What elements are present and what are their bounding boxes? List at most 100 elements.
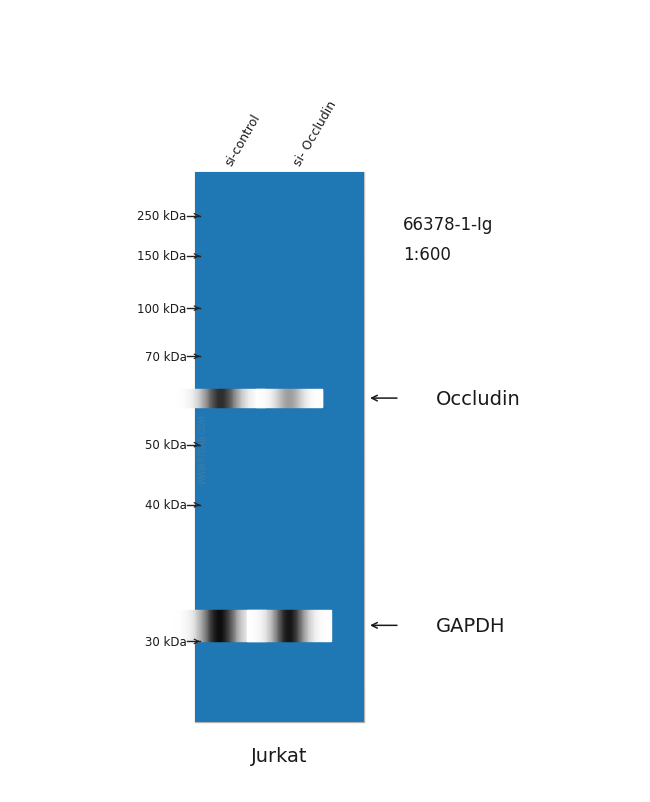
Bar (226, 610, 227, 641)
Bar (188, 390, 189, 407)
Bar (195, 652, 364, 654)
Bar (195, 297, 364, 299)
Bar (316, 610, 317, 641)
Bar (270, 610, 271, 641)
Bar (284, 390, 285, 407)
Bar (195, 616, 364, 618)
Bar (195, 498, 364, 500)
Bar (195, 355, 364, 358)
Bar (195, 449, 364, 451)
Bar (203, 610, 204, 641)
Bar (195, 257, 364, 258)
Bar (195, 595, 364, 597)
Bar (307, 390, 308, 407)
Bar (271, 610, 272, 641)
Bar (200, 610, 201, 641)
Bar (192, 390, 194, 407)
Bar (281, 610, 283, 641)
Bar (195, 299, 364, 301)
Bar (203, 390, 204, 407)
Bar (195, 342, 364, 345)
Bar (264, 610, 265, 641)
Bar (195, 381, 364, 383)
Bar (263, 390, 264, 407)
Bar (195, 682, 364, 683)
Bar (195, 278, 364, 281)
Bar (251, 390, 252, 407)
Bar (239, 610, 240, 641)
Bar (195, 662, 364, 663)
Bar (293, 390, 294, 407)
Bar (195, 229, 364, 231)
Bar (195, 416, 364, 418)
Bar (195, 388, 364, 391)
Bar (190, 390, 191, 407)
Bar (249, 610, 250, 641)
Bar (198, 610, 200, 641)
Bar (250, 390, 251, 407)
Bar (261, 610, 263, 641)
Bar (195, 374, 364, 375)
Bar (220, 610, 222, 641)
Bar (195, 224, 364, 225)
Bar (218, 390, 219, 407)
Bar (195, 698, 364, 700)
Bar (195, 472, 364, 475)
Bar (266, 390, 267, 407)
Bar (286, 610, 287, 641)
Bar (195, 456, 364, 458)
Bar (195, 582, 364, 585)
Bar (195, 277, 364, 278)
Bar (195, 414, 364, 416)
Bar (195, 603, 364, 605)
Bar (216, 610, 217, 641)
Bar (195, 282, 364, 284)
Bar (195, 511, 364, 513)
Bar (214, 390, 216, 407)
Bar (195, 565, 364, 566)
Text: 66378-1-Ig: 66378-1-Ig (403, 216, 493, 233)
Bar (195, 291, 364, 294)
Bar (195, 334, 364, 335)
Bar (264, 390, 265, 407)
Bar (286, 390, 287, 407)
Bar (180, 610, 181, 641)
Bar (195, 244, 364, 245)
Bar (248, 610, 250, 641)
Bar (280, 610, 281, 641)
Bar (195, 235, 364, 237)
Bar (259, 610, 260, 641)
Bar (188, 610, 189, 641)
Bar (312, 390, 313, 407)
Bar (236, 390, 237, 407)
Bar (260, 610, 261, 641)
Bar (195, 639, 364, 642)
Bar (195, 592, 364, 593)
Bar (195, 189, 364, 191)
Bar (195, 379, 364, 381)
Bar (214, 610, 215, 641)
Bar (255, 610, 256, 641)
Bar (195, 532, 364, 533)
Bar (195, 585, 364, 586)
Bar (195, 545, 364, 546)
Bar (195, 468, 364, 469)
Bar (195, 508, 364, 509)
Bar (207, 390, 208, 407)
Bar (315, 390, 316, 407)
Bar (319, 610, 320, 641)
Bar (245, 390, 246, 407)
Bar (177, 390, 179, 407)
Bar (195, 588, 364, 590)
Bar (269, 610, 270, 641)
Bar (260, 390, 261, 407)
Bar (195, 659, 364, 662)
Bar (194, 610, 196, 641)
Bar (195, 315, 364, 317)
Bar (327, 610, 328, 641)
Bar (195, 696, 364, 698)
Bar (278, 610, 280, 641)
Bar (284, 610, 285, 641)
Bar (300, 390, 301, 407)
Bar (257, 610, 258, 641)
